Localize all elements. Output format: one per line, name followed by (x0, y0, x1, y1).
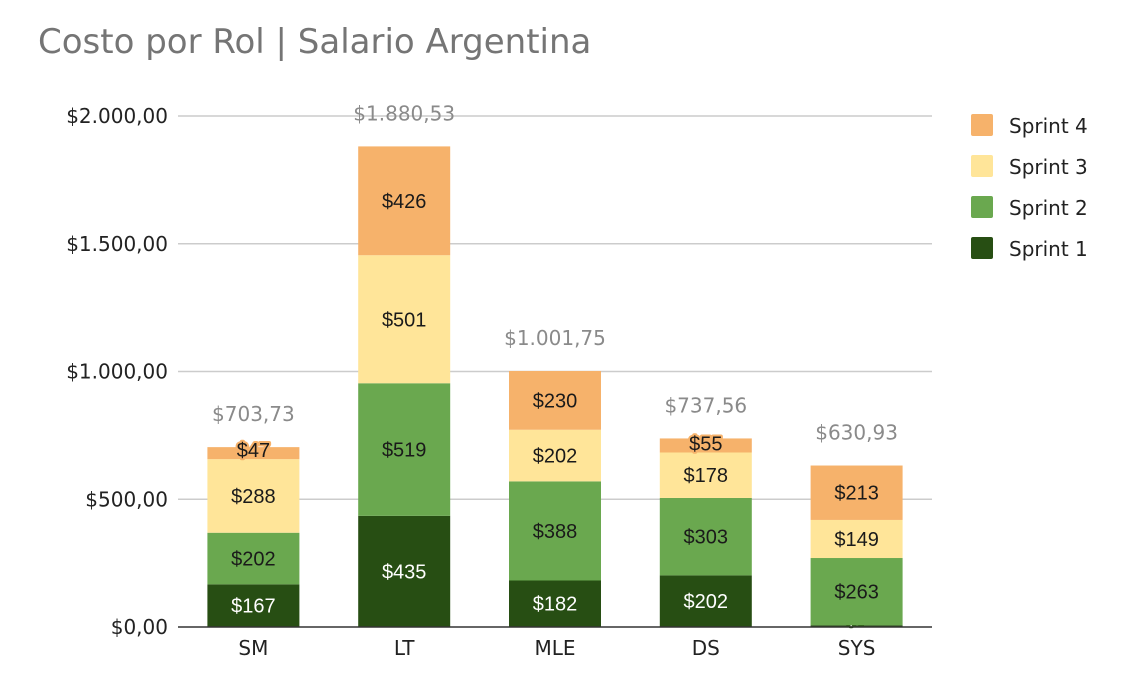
data-label: $149 (834, 529, 879, 551)
bar-segment[interactable] (659, 452, 752, 498)
x-tick-label: SM (238, 636, 268, 660)
bar-stack-sm: $167 $202 $288 $47 (207, 438, 300, 627)
data-label: $303 (684, 527, 729, 549)
x-tick-label: DS (692, 636, 720, 660)
data-label: $178 (684, 465, 729, 487)
legend-item[interactable]: Sprint 4 (971, 114, 1088, 138)
y-axis: $0,00 $500,00 $1.000,00 $1.500,00 $2.000,00 (66, 104, 168, 639)
legend-label: Sprint 3 (1009, 155, 1088, 179)
legend-item[interactable]: Sprint 3 (971, 155, 1088, 179)
legend-swatch (971, 155, 993, 177)
legend-label: Sprint 1 (1009, 237, 1088, 261)
bar-segment[interactable] (358, 255, 451, 384)
legend-swatch (971, 196, 993, 218)
data-label: $263 (834, 582, 879, 604)
bar-segment[interactable] (358, 515, 451, 627)
x-tick-label: SYS (838, 636, 876, 660)
bar-stack-mle: $182 $388 $202 $230 (509, 370, 601, 627)
bar-segment[interactable] (509, 481, 601, 581)
bar-segment[interactable] (810, 465, 903, 520)
data-label: $182 (533, 594, 578, 616)
bar-stack-sys: $7$263$149$213 (810, 465, 903, 632)
x-axis: SM LT MLE DS SYS (178, 626, 932, 660)
bar-stacks: $167 $202 $288 $47 $703,73 $435 $519 $501 $426 $1… (207, 101, 903, 632)
bar-segment[interactable] (810, 558, 903, 626)
data-label: $55 (689, 433, 722, 455)
data-label: $230 (533, 390, 578, 412)
bar-segment[interactable] (659, 497, 752, 576)
total-label: $1.001,75 (504, 326, 606, 350)
legend-label: Sprint 4 (1009, 114, 1088, 138)
y-tick-label: $0,00 (111, 615, 168, 639)
bar-segment[interactable] (207, 532, 300, 585)
bar-segment[interactable] (810, 519, 903, 559)
bar-segment[interactable] (207, 459, 300, 533)
bar-segment[interactable] (509, 580, 601, 627)
legend: Sprint 4 Sprint 3 Sprint 2 Sprint 1 (971, 114, 1088, 261)
y-tick-label: $500,00 (85, 487, 168, 511)
bar-stack-ds: $202 $303 $178 $55 (659, 431, 752, 627)
bar-segment[interactable] (509, 429, 601, 482)
data-label: $501 (382, 309, 427, 331)
data-label: $202 (533, 446, 578, 468)
legend-item[interactable]: Sprint 1 (971, 237, 1088, 261)
y-tick-label: $1.500,00 (66, 232, 168, 256)
y-tick-label: $1.000,00 (66, 360, 168, 384)
bar-segment[interactable] (358, 383, 451, 516)
bar-segment[interactable] (810, 625, 903, 627)
data-label: $167 (231, 596, 276, 618)
data-label: $213 (834, 483, 879, 505)
bar-segment[interactable] (207, 584, 300, 627)
y-tick-label: $2.000,00 (66, 104, 168, 128)
x-tick-label: MLE (534, 636, 575, 660)
bar-stack-lt: $435 $519 $501 $426 (358, 146, 451, 627)
bar-segment[interactable] (509, 370, 601, 430)
bar-segment[interactable] (659, 575, 752, 627)
total-label: $1.880,53 (353, 101, 455, 125)
bar-segment[interactable] (659, 438, 752, 453)
data-label: $426 (382, 191, 427, 213)
chart-title: Costo por Rol | Salario Argentina (38, 22, 592, 62)
total-label: $630,93 (815, 421, 898, 445)
legend-label: Sprint 2 (1009, 196, 1088, 220)
data-label: $202 (231, 549, 276, 571)
legend-swatch (971, 114, 993, 136)
data-label: $519 (382, 440, 427, 462)
legend-item[interactable]: Sprint 2 (971, 196, 1088, 220)
legend-swatch (971, 237, 993, 259)
total-label: $737,56 (664, 393, 747, 417)
data-label: $202 (684, 591, 729, 613)
data-label: $435 (382, 561, 427, 583)
total-label: $703,73 (212, 402, 295, 426)
data-label: $288 (231, 486, 276, 508)
bar-segment[interactable] (207, 447, 300, 460)
data-label: $388 (533, 521, 578, 543)
x-tick-label: LT (394, 636, 415, 660)
bar-segment[interactable] (358, 146, 451, 256)
data-label: $47 (237, 440, 270, 462)
